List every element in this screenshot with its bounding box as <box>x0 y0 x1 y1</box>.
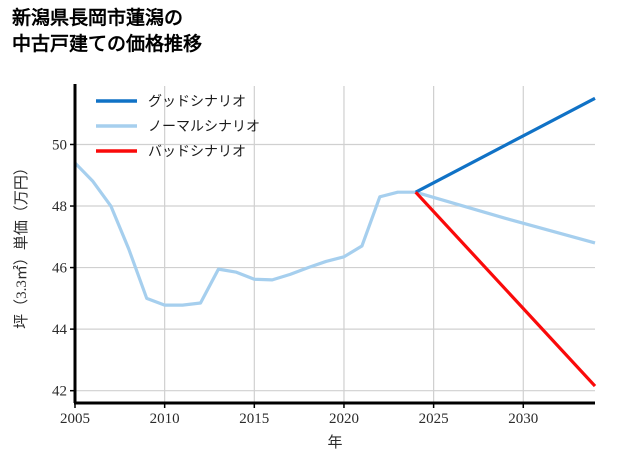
x-axis-title: 年 <box>327 434 342 451</box>
legend-label-0: グッドシナリオ <box>148 94 246 110</box>
title-line-1: 新潟県長岡市蓮潟の <box>12 8 184 29</box>
y-tick-label: 50 <box>52 137 67 153</box>
y-tick-label: 46 <box>52 261 68 277</box>
series-line-バッドシナリオ <box>414 191 597 388</box>
page-title: 新潟県長岡市蓮潟の 中古戸建ての価格推移 <box>12 6 202 57</box>
legend-label-1: ノーマルシナリオ <box>148 120 260 135</box>
y-axis-title: 坪（3.3㎡）単価（万円） <box>13 160 30 329</box>
x-tick-label: 2010 <box>150 411 180 427</box>
x-tick-label: 2030 <box>508 411 538 427</box>
title-line-2: 中古戸建ての価格推移 <box>12 33 203 55</box>
y-tick-label: 48 <box>52 199 67 215</box>
x-tick-label: 2015 <box>239 411 269 427</box>
y-tick-label: 44 <box>52 322 68 338</box>
x-tick-label: 2005 <box>60 411 90 427</box>
x-tick-label: 2020 <box>329 411 359 427</box>
legend-label-2: バッドシナリオ <box>148 145 246 160</box>
series-line-ノーマルシナリオ <box>73 161 596 307</box>
series-line-グッドシナリオ <box>414 96 596 194</box>
y-tick-label: 42 <box>52 384 67 400</box>
plot-area-background <box>75 86 595 403</box>
x-tick-label: 2025 <box>419 411 449 427</box>
